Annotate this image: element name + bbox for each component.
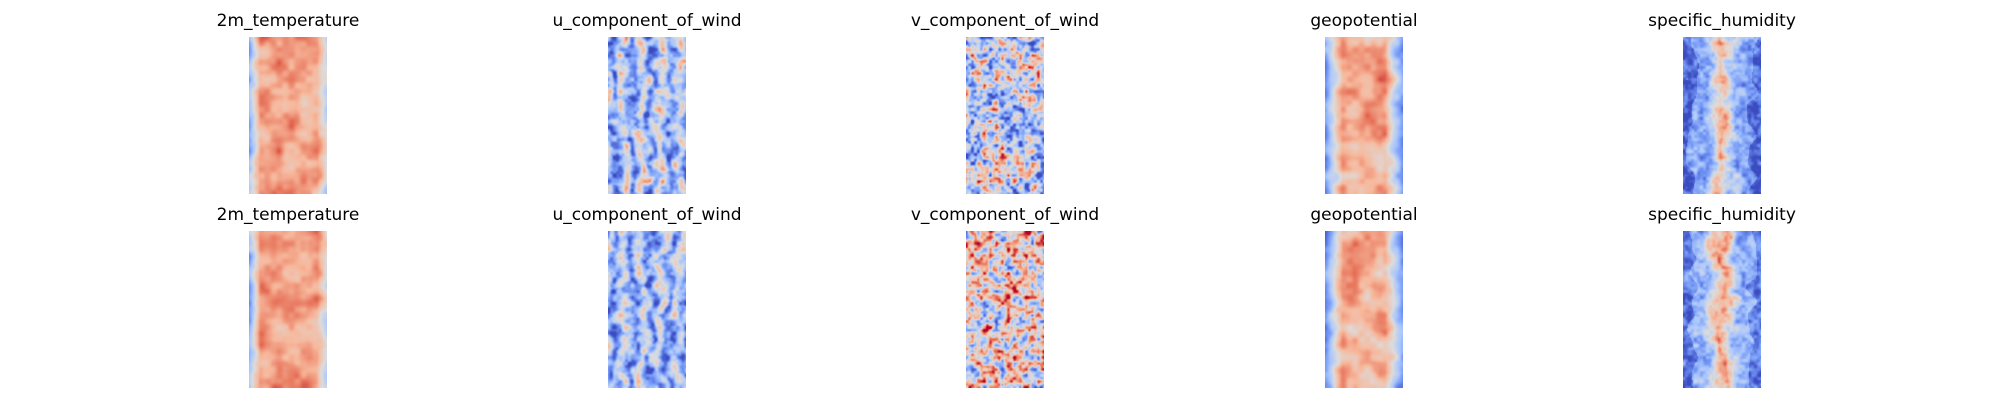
heatmap-panel-r1c3: v_component_of_wind bbox=[966, 37, 1044, 194]
heatmap-image bbox=[608, 37, 686, 194]
panel-title: u_component_of_wind bbox=[552, 205, 741, 225]
panel-title: geopotential bbox=[1310, 11, 1417, 31]
panel-title: v_component_of_wind bbox=[911, 205, 1099, 225]
heatmap-image bbox=[1325, 37, 1403, 194]
heatmap-image bbox=[608, 231, 686, 388]
heatmap-image bbox=[1325, 231, 1403, 388]
heatmap-panel-r2c5: specific_humidity bbox=[1683, 231, 1761, 388]
heatmap-image bbox=[966, 231, 1044, 388]
heatmap-image bbox=[1683, 231, 1761, 388]
heatmap-panel-r2c4: geopotential bbox=[1325, 231, 1403, 388]
heatmap-panel-r1c2: u_component_of_wind bbox=[608, 37, 686, 194]
panel-title: geopotential bbox=[1310, 205, 1417, 225]
heatmap-panel-r1c1: 2m_temperature bbox=[249, 37, 327, 194]
panel-title: specific_humidity bbox=[1648, 205, 1796, 225]
heatmap-image bbox=[1683, 37, 1761, 194]
panel-title: 2m_temperature bbox=[217, 11, 360, 31]
heatmap-image bbox=[966, 37, 1044, 194]
heatmap-panel-r2c2: u_component_of_wind bbox=[608, 231, 686, 388]
panel-title: u_component_of_wind bbox=[552, 11, 741, 31]
panel-title: v_component_of_wind bbox=[911, 11, 1099, 31]
heatmap-image bbox=[249, 37, 327, 194]
heatmap-panel-r1c4: geopotential bbox=[1325, 37, 1403, 194]
heatmap-panel-r2c1: 2m_temperature bbox=[249, 231, 327, 388]
panel-title: 2m_temperature bbox=[217, 205, 360, 225]
heatmap-panel-r1c5: specific_humidity bbox=[1683, 37, 1761, 194]
heatmap-panel-r2c3: v_component_of_wind bbox=[966, 231, 1044, 388]
heatmap-image bbox=[249, 231, 327, 388]
panel-title: specific_humidity bbox=[1648, 11, 1796, 31]
